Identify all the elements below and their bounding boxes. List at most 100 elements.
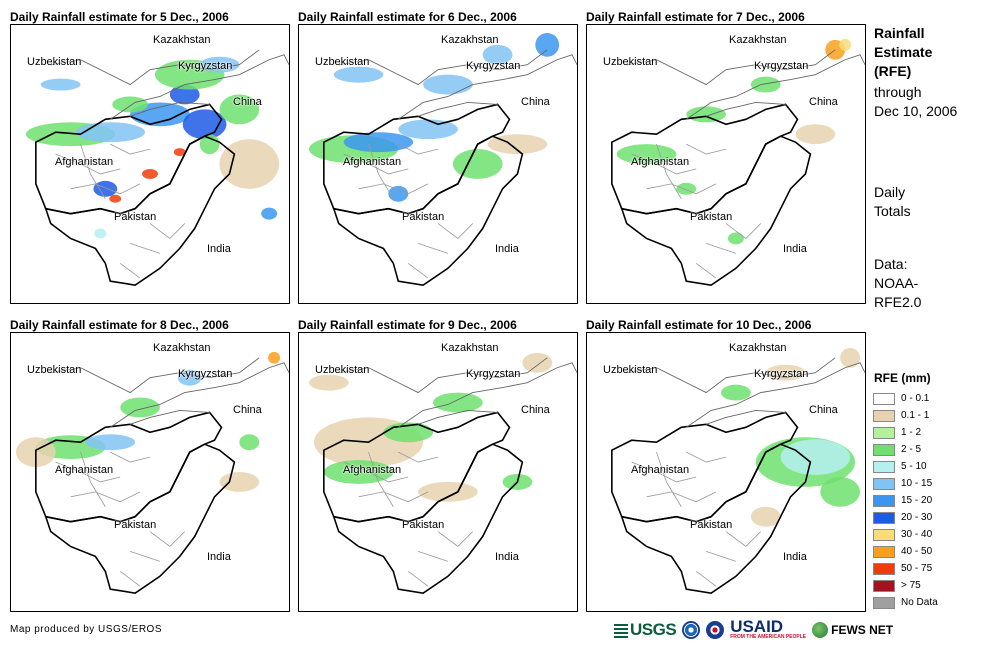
place-label-kazakhstan: Kazakhstan [153, 342, 211, 354]
place-label-kyrgyzstan: Kyrgyzstan [754, 60, 809, 72]
rainfall-patch [839, 38, 852, 51]
place-label-kazakhstan: Kazakhstan [441, 342, 499, 354]
rainfall-patch [182, 109, 227, 140]
admin-boundary [407, 531, 474, 587]
rainfall-patch [750, 76, 781, 93]
admin-boundary [343, 451, 439, 507]
rainfall-patch [750, 506, 781, 527]
country-boundary [110, 362, 289, 428]
rainfall-patch [199, 56, 240, 73]
country-boundary [686, 362, 865, 428]
map-panel-5: Kazakhstan Uzbekistan Kyrgyzstan China Afgha… [298, 332, 578, 612]
rainfall-map [611, 38, 865, 286]
legend-swatch [873, 460, 895, 473]
place-label-china: China [809, 96, 838, 108]
admin-boundary [407, 223, 474, 279]
legend-swatch [873, 426, 895, 439]
place-label-kyrgyzstan: Kyrgyzstan [466, 60, 521, 72]
legend-item: 1 - 2 [873, 424, 963, 441]
legend-label: > 75 [901, 580, 921, 591]
rainfall-patch [727, 232, 744, 245]
country-boundary [332, 443, 524, 594]
rainfall-patch [522, 352, 553, 373]
rainfall-patch [40, 78, 81, 91]
place-label-india: India [207, 551, 231, 563]
legend-label: 50 - 75 [901, 563, 933, 574]
rainfall-patch [219, 94, 260, 125]
legend-swatch [873, 562, 895, 575]
legend-item: 5 - 10 [873, 458, 963, 475]
place-label-kyrgyzstan: Kyrgyzstan [178, 368, 233, 380]
panel-title-5: Daily Rainfall estimate for 9 Dec., 2006 [298, 318, 517, 332]
rainfall-patch [120, 397, 160, 418]
legend-item: 15 - 20 [873, 492, 963, 509]
country-boundary [44, 443, 236, 594]
legend-label: 1 - 2 [901, 427, 922, 438]
sidebar-title: Rainfall Estimate (RFE) [874, 25, 933, 79]
rainfall-patch [418, 481, 478, 502]
legend-label: 40 - 50 [901, 546, 933, 557]
rainfall-patch [482, 44, 513, 65]
usgs-logo: USGS [614, 620, 677, 640]
place-label-pakistan: Pakistan [114, 519, 157, 531]
legend-item: 2 - 5 [873, 441, 963, 458]
place-label-uzbekistan: Uzbekistan [315, 56, 370, 68]
rainfall-patch [75, 122, 146, 143]
legend-swatch [873, 409, 895, 422]
rainfall-patch [388, 185, 409, 202]
rainfall-patch [169, 84, 200, 105]
rainfall-map [308, 352, 577, 594]
rainfall-patch [820, 476, 861, 507]
rainfall-patch [333, 66, 384, 83]
sidebar-data-source: Data: NOAA- RFE2.0 [874, 256, 922, 310]
place-label-kyrgyzstan: Kyrgyzstan [466, 368, 521, 380]
country-boundary [50, 357, 260, 394]
rainfall-patch [433, 392, 483, 413]
country-boundary [338, 49, 548, 86]
rainfall-map [15, 351, 289, 594]
place-label-china: China [233, 404, 262, 416]
admin-boundary [55, 451, 151, 507]
country-boundary [44, 135, 236, 286]
rainfall-patch [721, 384, 751, 401]
map-panel-6: Kazakhstan Uzbekistan Kyrgyzstan China Afgha… [586, 332, 866, 612]
rainfall-patch [261, 207, 278, 220]
legend-swatch [873, 477, 895, 490]
admin-boundary [631, 451, 727, 507]
place-label-china: China [809, 404, 838, 416]
rainfall-patch [398, 119, 458, 140]
country-boundary [626, 49, 836, 86]
legend-label: 5 - 10 [901, 461, 927, 472]
rainfall-map [25, 49, 289, 286]
place-label-afghanistan: Afghanistan [631, 464, 690, 476]
country-boundary [332, 135, 524, 286]
rainfall-map [308, 32, 577, 286]
country-boundary [110, 54, 289, 120]
legend-swatch [873, 511, 895, 524]
legend-label: 30 - 40 [901, 529, 933, 540]
country-boundary [626, 357, 836, 394]
legend-swatch [873, 494, 895, 507]
map-panel-2: Kazakhstan Uzbekistan Kyrgyzstan China Afgha… [298, 24, 578, 304]
sidebar-daily-totals: Daily Totals [874, 184, 911, 219]
place-label-pakistan: Pakistan [690, 519, 733, 531]
map-panel-4: Kazakhstan Uzbekistan Kyrgyzstan China Afgha… [10, 332, 290, 612]
rainfall-patch [112, 96, 149, 113]
legend-label: 15 - 20 [901, 495, 933, 506]
place-label-india: India [495, 243, 519, 255]
place-label-uzbekistan: Uzbekistan [27, 364, 82, 376]
rainfall-patch [268, 351, 281, 364]
panel-title-6: Daily Rainfall estimate for 10 Dec., 200… [586, 318, 812, 332]
admin-boundary [55, 143, 151, 199]
legend-item: No Data [873, 594, 963, 611]
rainfall-patch [142, 168, 158, 179]
legend-label: No Data [901, 597, 938, 608]
place-label-uzbekistan: Uzbekistan [27, 56, 82, 68]
legend: 0 - 0.1 0.1 - 1 1 - 2 2 - 5 5 - 10 10 - 15 15 … [873, 390, 963, 611]
place-label-india: India [783, 243, 807, 255]
panel-title-1: Daily Rainfall estimate for 5 Dec., 2006 [10, 10, 229, 24]
map-panel-1: Kazakhstan Uzbekistan Kyrgyzstan China Afgha… [10, 24, 290, 304]
legend-item: 50 - 75 [873, 560, 963, 577]
panel-title-3: Daily Rainfall estimate for 7 Dec., 2006 [586, 10, 805, 24]
legend-item: > 75 [873, 577, 963, 594]
